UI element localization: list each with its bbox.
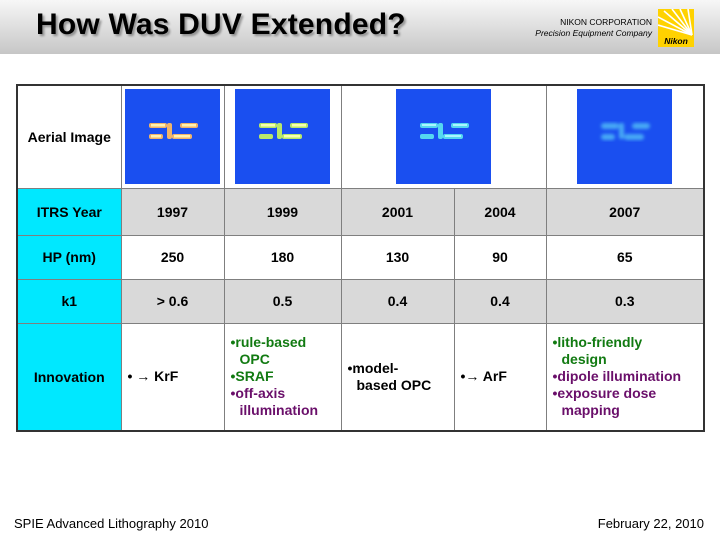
innovation-item: •model- [347,359,399,376]
row-label-aerial-image: Aerial Image [16,84,122,189]
innovation-1997-text: • → KrF [127,368,179,385]
innovation-2004-text: •→ ArF [460,368,507,385]
aerial-image-2007 [545,84,705,189]
innovation-item: •exposure dose [552,385,657,402]
hp-cell: 180 [223,234,342,280]
aerial-image-1997 [120,84,225,189]
slide-header: How Was DUV Extended? NIKON CORPORATION … [0,0,720,54]
hp-cell: 90 [453,234,547,280]
innovation-item: design [561,351,607,368]
duv-extension-table: Aerial Image [16,84,705,432]
innovation-item: mapping [561,402,620,419]
k1-cell: 0.5 [223,278,342,324]
aerial-image-1999-graphic [235,89,330,185]
aerial-image-1999 [223,84,342,189]
innovation-2004: •→ ArF [453,322,547,432]
aerial-image-row: Aerial Image [16,84,705,189]
k1-row: k1 > 0.6 0.5 0.4 0.4 0.3 [16,278,705,324]
k1-cell: 0.4 [453,278,547,324]
k1-cell: 0.3 [545,278,705,324]
innovation-item: •rule-based [230,334,307,351]
logo-text: Nikon [664,36,688,46]
itrs-year-cell: 2004 [453,187,547,236]
slide-title: How Was DUV Extended? [36,8,406,41]
hp-row: HP (nm) 250 180 130 90 65 [16,234,705,280]
innovation-item: OPC [239,351,270,368]
corp-name: NIKON CORPORATION [560,17,652,27]
row-label-itrs-year: ITRS Year [16,187,122,236]
innovation-item: •dipole illumination [552,368,682,385]
footer-date: February 22, 2010 [597,516,704,531]
row-label-k1: k1 [16,278,122,324]
aerial-image-2007-graphic [577,89,673,185]
hp-cell: 65 [545,234,705,280]
row-label-hp: HP (nm) [16,234,122,280]
innovation-item: based OPC [356,376,432,393]
k1-cell: 0.4 [340,278,455,324]
innovation-row: Innovation • → KrF •rule-based OPC •SRAF… [16,322,705,432]
innovation-1997: • → KrF [120,322,225,432]
innovation-item: •SRAF [230,368,274,385]
k1-cell: > 0.6 [120,278,225,324]
itrs-year-cell: 1999 [223,187,342,236]
aerial-image-1997-graphic [125,89,220,185]
innovation-item: •off-axis [230,385,286,402]
aerial-image-2001-2004-graphic [396,89,491,185]
hp-cell: 130 [340,234,455,280]
hp-cell: 250 [120,234,225,280]
logo-rays-icon [658,9,693,36]
innovation-1999: •rule-based OPC •SRAF •off-axis illumina… [223,322,342,432]
row-label-innovation: Innovation [16,322,122,432]
itrs-year-row: ITRS Year 1997 1999 2001 2004 2007 [16,187,705,236]
corp-sub: Precision Equipment Company [535,28,652,38]
innovation-item: •litho-friendly [552,334,643,351]
aerial-image-2001-2004 [340,84,547,189]
innovation-2007: •litho-friendly design •dipole illuminat… [545,322,705,432]
innovation-item: illumination [239,402,319,419]
itrs-year-cell: 2007 [545,187,705,236]
nikon-logo: Nikon [658,9,694,47]
footer-conference: SPIE Advanced Lithography 2010 [14,516,209,531]
innovation-2001: •model- based OPC [340,322,455,432]
itrs-year-cell: 2001 [340,187,455,236]
itrs-year-cell: 1997 [120,187,225,236]
corporation-label: NIKON CORPORATION Precision Equipment Co… [535,17,652,39]
